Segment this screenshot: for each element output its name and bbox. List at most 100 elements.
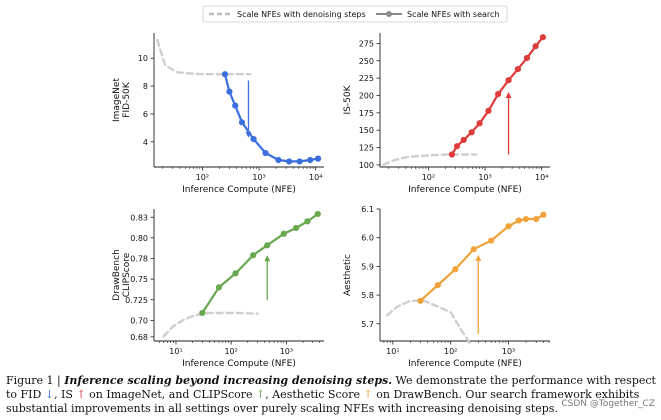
search-series-point [460,136,467,144]
search-series-point [307,156,314,164]
panel-imagenet-fid: 10² 10³ 10⁴ 4 6 8 10 Inference Compute (NFE) Ima… [112,33,324,195]
caption-figure-label: Figure 1 | [6,374,65,387]
search-series-point [539,34,547,41]
x-tick-label: 10⁴ [309,173,322,182]
search-series-point [221,71,229,78]
y-tick-label: 0.83 [130,213,148,222]
x-tick-label: 10² [422,173,435,182]
search-series-point [304,218,311,225]
y-axis-label: ImageNet [112,78,122,122]
panel-drawbench-aesthetic: 10¹ 10² 10³ 5.7 5.8 5.9 6.0 6.1 Inference Comput… [343,205,550,369]
search-series-point [476,120,483,127]
y-tick-label: 6.1 [361,205,374,214]
search-series-point [314,155,322,162]
search-series-point [448,151,456,158]
y-tick-label: 0.725 [125,296,148,305]
search-series-point [286,158,293,165]
y-tick-label: 6 [143,110,148,119]
search-series-point [540,211,547,218]
search-series-point [232,270,239,277]
y-axis-label: DrawBench [112,249,122,301]
y-tick-label: 6.0 [361,234,374,243]
search-series-point [452,266,459,273]
search-series-point [264,242,271,249]
search-series-point [514,66,522,73]
search-series-point [293,224,300,232]
caption-text-3: on ImageNet, and CLIPScore [85,388,257,401]
search-series-point [505,77,512,84]
caption-arrow-clip: ↑ [256,388,266,401]
x-tick-label: 10⁴ [535,173,548,182]
legend-search-label: Scale NFEs with search [407,10,500,19]
y-tick-label: 10 [138,54,148,63]
search-series-point [468,129,475,136]
legend-search-marker [386,11,392,17]
y-axis-label: CLIPScore [122,252,132,297]
search-series-line [419,213,544,302]
search-series-point [226,88,233,95]
search-series-point [250,135,257,143]
legend-denoise-label: Scale NFEs with denoising steps [237,10,366,19]
search-series-point [453,143,461,150]
search-series-point [262,149,269,157]
search-series-point [532,43,539,50]
y-tick-label: 4 [143,138,148,147]
x-tick-label: 10¹ [169,347,182,356]
panel-drawbench-clipscore: 10¹ 10² 10³ 0.68 0.70 0.725 0.75 0.78 0.80 0.83 In… [112,209,324,369]
search-series-point [215,284,223,291]
search-series-point [232,102,239,109]
caption-arrow-is: ↑ [76,388,86,401]
search-series-point [238,119,246,126]
x-tick-label: 10³ [502,347,515,356]
x-tick-label: 10³ [280,347,293,356]
caption-arrow-fid: ↓ [44,388,55,401]
x-axis-label: Inference Compute (NFE) [182,185,296,195]
improvement-arrow-head [475,254,482,261]
search-series-point [515,217,522,224]
x-tick-label: 10³ [252,173,265,182]
panel-imagenet-is: 10² 10³ 10⁴ 100 125 150 175 200 225 250 275 Inferen… [343,33,550,195]
y-axis-label: IS-50K [343,84,353,114]
x-tick-label: 10² [224,347,237,356]
improvement-arrow-head [245,131,252,138]
x-tick-label: 10³ [478,173,491,182]
x-axis-label: Inference Compute (NFE) [408,185,522,195]
legend-frame [202,5,508,23]
search-series-point [296,158,303,165]
y-tick-label: 0.68 [130,333,148,342]
denoise-series-line [386,299,472,346]
figure-caption: Figure 1 | Inference scaling beyond incr… [6,374,658,416]
search-series-line [201,213,319,314]
caption-arrow-aesthetic: ↑ [363,388,373,401]
legend: Scale NFEs with denoising steps Scale NF… [202,5,508,23]
y-tick-label: 150 [359,126,374,135]
search-series-point [470,246,477,253]
caption-text-4: , Aesthetic Score [265,388,364,401]
y-tick-label: 0.80 [130,234,148,243]
search-series-point [523,54,531,62]
search-series-point [250,252,257,259]
y-tick-label: 0.70 [130,316,148,325]
caption-title: Inference scaling beyond increasing deno… [64,374,393,387]
watermark: CSDN @Together_CZ [561,399,655,409]
search-series-line [223,73,319,163]
y-tick-label: 0.75 [130,275,148,284]
search-series-point [199,309,206,317]
x-axis-label: Inference Compute (NFE) [408,359,522,369]
caption-text-2: , IS [54,388,77,401]
y-tick-label: 200 [359,91,374,100]
y-axis-label: Aesthetic [343,254,353,296]
search-series-point [533,215,540,223]
search-series-point [505,223,512,230]
y-tick-label: 8 [143,82,148,91]
search-series-point [275,156,282,164]
y-tick-label: 5.9 [361,262,374,271]
x-axis-label: Inference Compute (NFE) [182,359,296,369]
search-series-point [488,237,495,244]
search-series-point [485,107,492,114]
denoise-series-line [382,153,478,167]
improvement-arrow-head [505,92,512,99]
y-tick-label: 5.7 [361,320,374,329]
y-tick-label: 125 [359,144,374,153]
y-tick-label: 100 [359,161,374,170]
